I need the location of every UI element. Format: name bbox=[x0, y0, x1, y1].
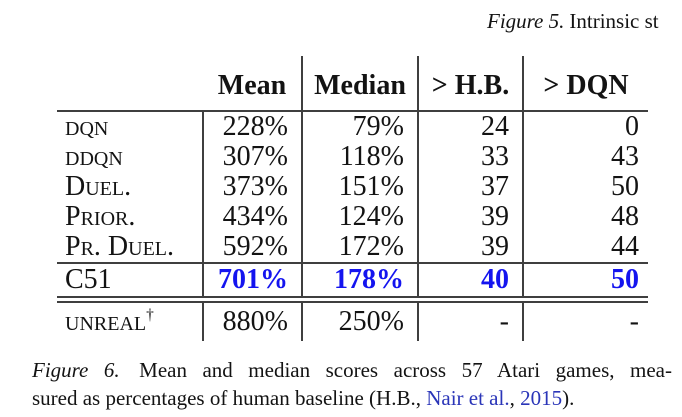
cell-median: 79% bbox=[301, 111, 418, 142]
table-row-duel: Duel. 373% 151% 37 50 bbox=[57, 172, 648, 202]
cell-gt-dqn: 48 bbox=[522, 202, 648, 232]
cell-gt-hb: 24 bbox=[417, 111, 523, 142]
figure6-text-line1: Mean and median scores across 57 Atari g… bbox=[139, 358, 672, 382]
cell-mean: 373% bbox=[202, 172, 302, 202]
figure5-text: Intrinsic st bbox=[569, 9, 659, 33]
table-row-prior: Prior. 434% 124% 39 48 bbox=[57, 202, 648, 232]
citation-link-year[interactable]: 2015 bbox=[520, 386, 563, 410]
cell-gt-dqn: 44 bbox=[522, 232, 648, 263]
figure6-caption-line2: sured as percentages of human baseline (… bbox=[32, 384, 672, 412]
table-row-ddqn: ddqn 307% 118% 33 43 bbox=[57, 142, 648, 172]
figure5-label: Figure 5. bbox=[487, 9, 565, 33]
cell-median: 178% bbox=[301, 263, 418, 300]
header-empty bbox=[57, 56, 203, 111]
figure5-caption: Figure 5. Intrinsic st bbox=[487, 9, 659, 34]
row-label: C51 bbox=[65, 264, 112, 295]
row-label: dqn bbox=[65, 111, 109, 142]
figure6-text-line2: sured as percentages of human baseline (… bbox=[32, 386, 427, 410]
table-row-pr-duel: Pr. Duel. 592% 172% 39 44 bbox=[57, 232, 648, 263]
row-label: Prior. bbox=[65, 201, 136, 232]
cell-gt-hb: - bbox=[417, 299, 523, 341]
table-row-unreal: unreal† 880% 250% - - bbox=[57, 299, 648, 341]
cell-mean: 701% bbox=[202, 263, 302, 300]
cell-gt-dqn: - bbox=[522, 299, 648, 341]
cell-gt-dqn: 43 bbox=[522, 142, 648, 172]
figure6-text-suffix: ). bbox=[562, 386, 575, 410]
citation-separator: , bbox=[509, 386, 521, 410]
cell-mean: 434% bbox=[202, 202, 302, 232]
cell-gt-dqn: 50 bbox=[522, 172, 648, 202]
row-label: Pr. Duel. bbox=[65, 231, 175, 262]
cell-gt-dqn: 50 bbox=[522, 263, 648, 300]
cell-mean: 307% bbox=[202, 142, 302, 172]
cell-median: 172% bbox=[301, 232, 418, 263]
cell-median: 124% bbox=[301, 202, 418, 232]
table-row-dqn: dqn 228% 79% 24 0 bbox=[57, 111, 648, 142]
table-header-row: Mean Median > H.B. > DQN bbox=[57, 56, 648, 111]
row-label: unreal† bbox=[65, 306, 154, 337]
cell-gt-hb: 39 bbox=[417, 202, 523, 232]
header-gt-hb: > H.B. bbox=[417, 56, 523, 111]
cell-gt-hb: 37 bbox=[417, 172, 523, 202]
figure6-caption: Figure 6. Mean and median scores across … bbox=[32, 356, 672, 412]
figure6-label: Figure 6. bbox=[32, 358, 120, 382]
cell-gt-hb: 39 bbox=[417, 232, 523, 263]
header-mean: Mean bbox=[217, 70, 287, 101]
cell-mean: 880% bbox=[202, 299, 302, 341]
citation-link-nair[interactable]: Nair et al. bbox=[426, 386, 510, 410]
cell-gt-dqn: 0 bbox=[522, 111, 648, 142]
figure6-caption-line1: Figure 6. Mean and median scores across … bbox=[32, 356, 672, 384]
cell-gt-hb: 33 bbox=[417, 142, 523, 172]
row-label: ddqn bbox=[65, 141, 123, 172]
cell-median: 118% bbox=[301, 142, 418, 172]
cell-mean: 228% bbox=[202, 111, 302, 142]
results-table: Mean Median > H.B. > DQN dqn 228% 79% 24… bbox=[57, 56, 648, 341]
dagger-mark: † bbox=[146, 306, 154, 324]
row-label: Duel. bbox=[65, 171, 132, 202]
cell-median: 250% bbox=[301, 299, 418, 341]
header-gt-dqn: > DQN bbox=[522, 56, 648, 111]
cell-mean: 592% bbox=[202, 232, 302, 263]
cell-gt-hb: 40 bbox=[417, 263, 523, 300]
header-median: Median bbox=[301, 56, 418, 111]
cell-median: 151% bbox=[301, 172, 418, 202]
table-row-c51: C51 701% 178% 40 50 bbox=[57, 263, 648, 300]
